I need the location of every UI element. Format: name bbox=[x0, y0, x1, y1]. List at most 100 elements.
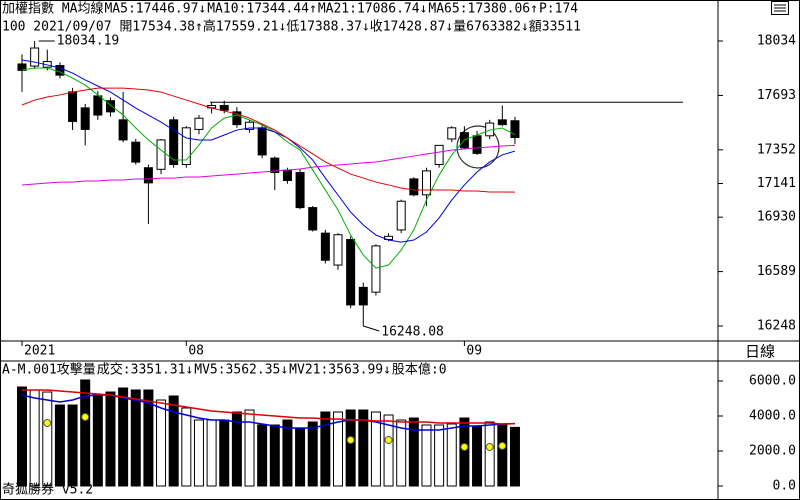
volume-bar bbox=[54, 404, 65, 487]
candle-body bbox=[472, 135, 482, 154]
volume-bar bbox=[396, 419, 407, 487]
ma-line bbox=[21, 87, 515, 193]
candle-body bbox=[282, 169, 292, 181]
volume-bar bbox=[244, 409, 255, 487]
volume-dot bbox=[485, 442, 494, 451]
volume-bar bbox=[42, 391, 53, 487]
candle-body bbox=[68, 91, 78, 122]
candle-body bbox=[143, 167, 153, 184]
candle-body bbox=[295, 171, 305, 209]
ma-line bbox=[21, 144, 515, 186]
volume-bar bbox=[80, 379, 91, 487]
candle-body bbox=[118, 119, 128, 141]
period-label: 日線 bbox=[745, 343, 775, 361]
candle-body bbox=[131, 141, 141, 163]
window-icon[interactable] bbox=[771, 1, 789, 15]
high-label: 18034.19 bbox=[57, 33, 120, 48]
legend-entry: MV5:3562.35↓ bbox=[194, 363, 288, 378]
volume-bar bbox=[345, 409, 356, 487]
plot-area: 18034.19 16248.08 奇狐勝券 v5.2 bbox=[2, 33, 683, 498]
candle-body bbox=[232, 111, 242, 126]
volume-dot bbox=[346, 435, 355, 444]
candle-body bbox=[219, 104, 229, 111]
footer: 奇狐勝券 v5.2 bbox=[2, 482, 93, 498]
volume-bar bbox=[105, 391, 116, 487]
candle-body bbox=[17, 63, 27, 71]
volume-bar bbox=[383, 414, 394, 487]
candle-body bbox=[447, 127, 457, 140]
y-tick-label: 18034 bbox=[757, 34, 796, 49]
candle-body bbox=[80, 107, 90, 130]
legend-entry: MV21:3563.99↓ bbox=[289, 363, 391, 378]
y-tick-label: 17693 bbox=[757, 88, 796, 103]
volume-bar bbox=[509, 426, 520, 487]
candle-body bbox=[434, 144, 444, 166]
volume-dot bbox=[43, 419, 52, 428]
volume-bar bbox=[92, 394, 103, 487]
y-tick-label: 0.0 bbox=[773, 479, 796, 494]
low-label: 16248.08 bbox=[381, 324, 444, 339]
volume-dot bbox=[81, 413, 90, 422]
volume-bar bbox=[333, 411, 343, 487]
candle-body bbox=[30, 47, 40, 67]
y-tick-label: 16589 bbox=[757, 264, 796, 279]
x-tick-label: 08 bbox=[188, 344, 204, 359]
legend-entry: MA21:17086.74↓ bbox=[318, 2, 428, 17]
annotation-leader bbox=[363, 325, 380, 332]
candle-body bbox=[93, 95, 103, 116]
header: 加權指數 MA均線 MA5:17446.97↓ MA10:17344.44↑ MA21… bbox=[2, 1, 581, 378]
volume-dot bbox=[498, 441, 507, 450]
candle-body bbox=[396, 200, 406, 231]
candle-body bbox=[497, 119, 507, 126]
volume-bar bbox=[295, 427, 306, 487]
volume-bar bbox=[370, 411, 381, 487]
volume-bar bbox=[446, 423, 457, 487]
volume-bar bbox=[269, 424, 280, 487]
volume-bar bbox=[17, 386, 27, 487]
legend-entry: 100 2021/09/07 開17534.38↑高17559.21↓低1738… bbox=[2, 19, 581, 35]
candle-body bbox=[257, 127, 267, 156]
y-tick-label: 4000.0 bbox=[749, 409, 796, 424]
legend-entry: 股本億:0 bbox=[392, 362, 447, 378]
volume-bar bbox=[206, 419, 217, 487]
volume-bar bbox=[307, 421, 318, 487]
volume-bar bbox=[497, 424, 508, 487]
legend-entry: 加權指數 MA均線 bbox=[2, 1, 103, 17]
candle-body bbox=[346, 239, 356, 306]
candle-body bbox=[308, 207, 318, 231]
volume-bar bbox=[434, 424, 445, 487]
volume-bar bbox=[231, 411, 242, 487]
candle-body bbox=[358, 286, 368, 306]
volume-bar bbox=[181, 407, 192, 487]
y-tick-label: 17141 bbox=[757, 176, 796, 191]
candle-body bbox=[421, 170, 431, 196]
candle-body bbox=[245, 121, 255, 130]
volume-bar bbox=[282, 419, 293, 487]
volume-bar bbox=[130, 389, 141, 487]
mv-line bbox=[22, 389, 515, 425]
x-tick-label: 2021 bbox=[24, 344, 55, 359]
candle-body bbox=[371, 245, 381, 293]
volume-bar bbox=[358, 409, 369, 487]
candle-body bbox=[510, 120, 520, 139]
y-tick-label: 17352 bbox=[757, 142, 796, 157]
candle-body bbox=[320, 232, 330, 261]
y-tick-label: 16248 bbox=[757, 319, 796, 334]
volume-bar bbox=[156, 399, 167, 487]
candle-body bbox=[169, 119, 179, 166]
volume-dot bbox=[460, 442, 469, 451]
legend-entry: 成交:3351.31↓ bbox=[97, 362, 193, 378]
y-tick-label: 16930 bbox=[757, 210, 796, 225]
legend-entry: MA65:17380.06↑ bbox=[428, 2, 538, 17]
volume-bar bbox=[143, 389, 154, 487]
volume-bar bbox=[168, 395, 179, 487]
volume-bar bbox=[320, 411, 331, 487]
volume-bar bbox=[484, 421, 495, 487]
volume-dot bbox=[384, 435, 393, 444]
legend-entry: P:174 bbox=[539, 2, 578, 17]
ma-line bbox=[21, 67, 516, 269]
volume-bar bbox=[193, 419, 204, 487]
volume-bar bbox=[29, 389, 40, 487]
ma-line bbox=[21, 59, 516, 243]
volume-bar bbox=[408, 417, 419, 487]
